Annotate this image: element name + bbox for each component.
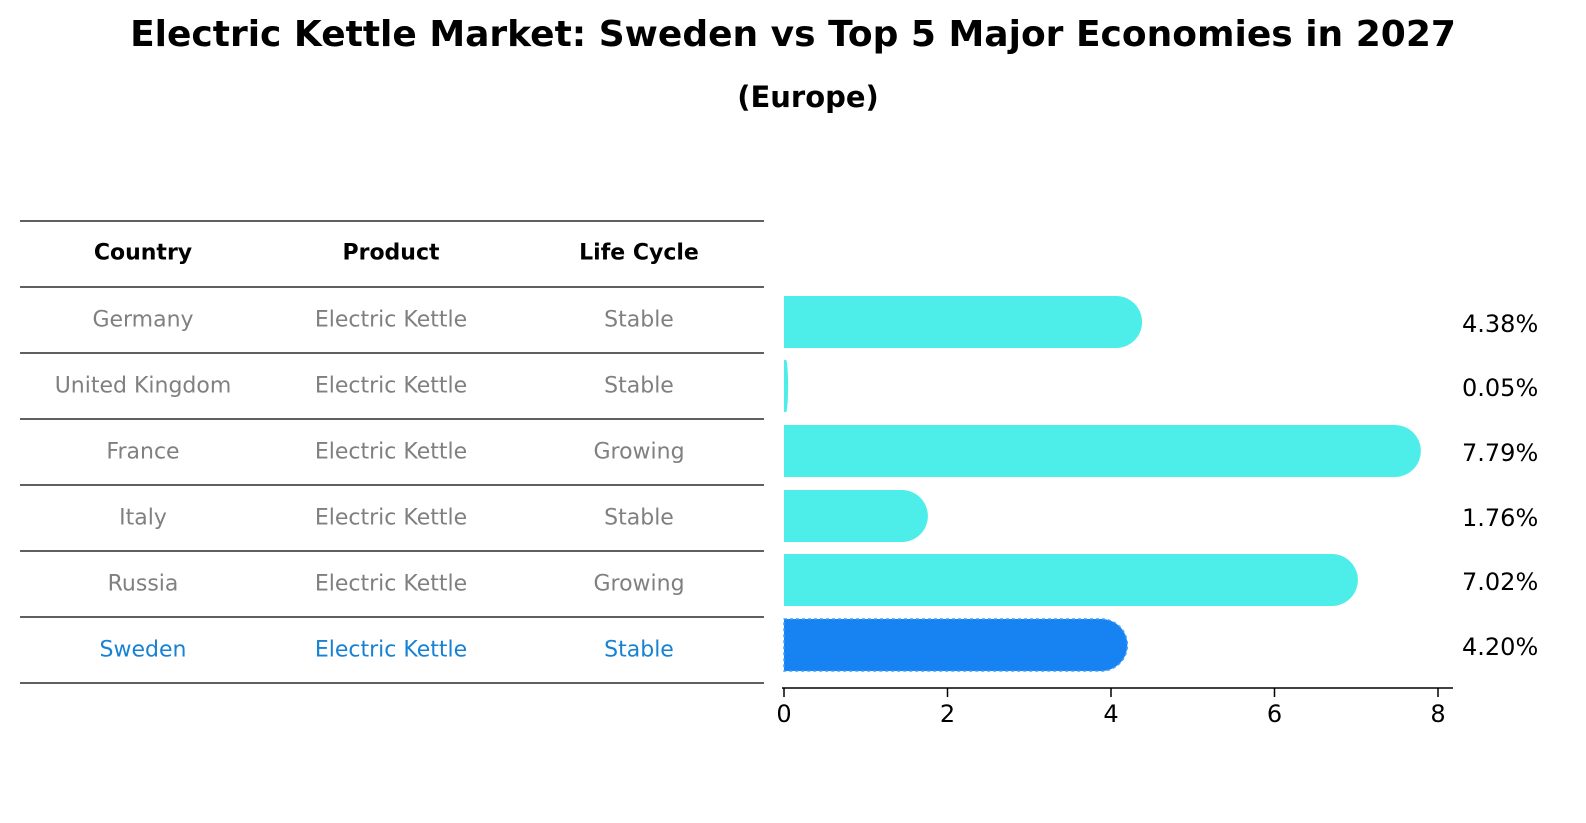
x-tick-label: 6 bbox=[1267, 700, 1282, 728]
bar-france bbox=[784, 425, 1421, 477]
table-header-cell: Product bbox=[342, 241, 440, 266]
table-cell: France bbox=[106, 440, 179, 465]
table-cell: United Kingdom bbox=[55, 374, 232, 399]
table-cell: Italy bbox=[119, 506, 167, 531]
table-cell: Stable bbox=[604, 308, 674, 333]
table-cell: Growing bbox=[593, 572, 684, 597]
table-cell: Electric Kettle bbox=[315, 506, 467, 531]
table-cell: Sweden bbox=[100, 638, 187, 663]
bar-plot: 4.38% 0.05% 7.79% 1.76% 7.02% 4.20% 0 2 4 6 8 bbox=[776, 296, 1538, 728]
data-label: 1.76% bbox=[1462, 504, 1538, 532]
bar-united-kingdom bbox=[784, 360, 789, 412]
table-cell: Electric Kettle bbox=[315, 374, 467, 399]
x-tick-label: 2 bbox=[940, 700, 955, 728]
table-header-cell: Country bbox=[94, 241, 192, 266]
chart-subtitle: (Europe) bbox=[737, 80, 879, 114]
table-cell: Russia bbox=[108, 572, 179, 597]
table-cell: Stable bbox=[604, 506, 674, 531]
table-header-cell: Life Cycle bbox=[579, 241, 699, 266]
x-tick-label: 8 bbox=[1430, 700, 1445, 728]
table-cell: Germany bbox=[92, 308, 193, 333]
bar-germany bbox=[783, 296, 1143, 348]
table-cell: Electric Kettle bbox=[315, 440, 467, 465]
table-cell: Growing bbox=[593, 440, 684, 465]
table-cell: Electric Kettle bbox=[315, 308, 467, 333]
table-cell: Stable bbox=[604, 374, 674, 399]
table-cell: Stable bbox=[604, 638, 674, 663]
chart-title: Electric Kettle Market: Sweden vs Top 5 … bbox=[130, 14, 1456, 55]
table-cell: Electric Kettle bbox=[315, 572, 467, 597]
table-cell: Electric Kettle bbox=[315, 638, 467, 663]
data-label: 7.02% bbox=[1462, 568, 1538, 596]
data-label: 0.05% bbox=[1462, 374, 1538, 402]
x-tick-label: 4 bbox=[1103, 700, 1118, 728]
data-label: 7.79% bbox=[1462, 439, 1538, 467]
bar-russia bbox=[784, 554, 1358, 606]
x-tick-label: 0 bbox=[776, 700, 791, 728]
bar-italy bbox=[784, 490, 928, 542]
bar-sweden bbox=[783, 618, 1129, 672]
data-table: Country Product Life Cycle Germany Electric … bbox=[20, 220, 764, 684]
data-label: 4.38% bbox=[1462, 310, 1538, 338]
data-label: 4.20% bbox=[1462, 633, 1538, 661]
